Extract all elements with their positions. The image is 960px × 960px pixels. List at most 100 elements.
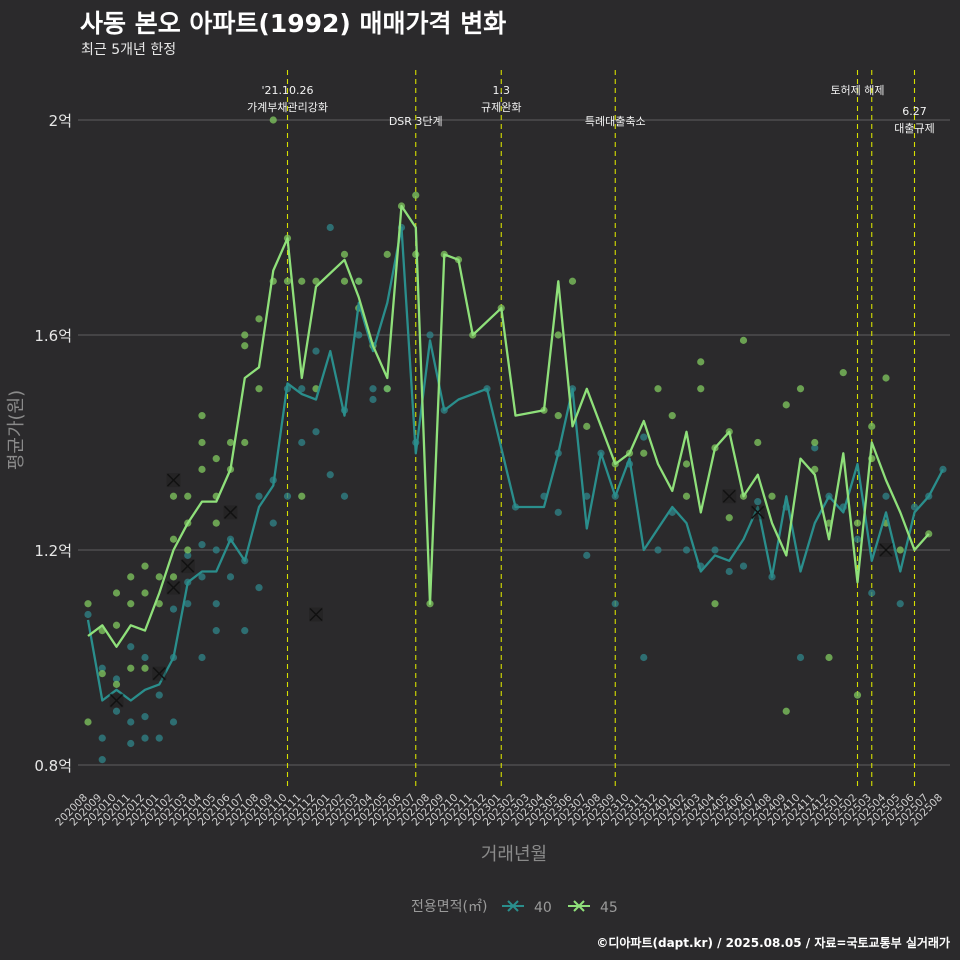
data-point-40 bbox=[198, 541, 206, 549]
event-label: 규제완화 bbox=[481, 101, 521, 114]
data-point-45 bbox=[682, 460, 691, 468]
x-marker-stroke bbox=[722, 489, 736, 503]
data-point-40 bbox=[198, 653, 206, 662]
legend-title: 전용면적(㎡) bbox=[411, 899, 487, 915]
data-point-45 bbox=[640, 449, 648, 457]
data-point-40 bbox=[155, 734, 163, 742]
data-point-40 bbox=[754, 498, 762, 506]
data-point-45 bbox=[811, 438, 819, 447]
data-point-40 bbox=[554, 508, 562, 516]
data-point-45 bbox=[127, 664, 135, 672]
data-point-45 bbox=[825, 653, 833, 662]
data-point-45 bbox=[340, 250, 349, 258]
data-point-40 bbox=[896, 600, 904, 608]
data-point-45 bbox=[839, 369, 847, 377]
x-marker-45 bbox=[180, 559, 195, 574]
data-point-45 bbox=[269, 116, 277, 124]
legend-swatch-x-45 bbox=[573, 900, 585, 912]
data-point-40 bbox=[882, 492, 890, 500]
data-point-45 bbox=[340, 277, 349, 285]
data-point-45 bbox=[412, 191, 420, 199]
data-point-40 bbox=[811, 444, 819, 452]
legend-label-40: 40 bbox=[534, 900, 552, 916]
data-point-45 bbox=[583, 422, 591, 430]
y-tick-label: 0.8억 bbox=[34, 757, 72, 775]
data-point-40 bbox=[355, 331, 363, 339]
x-marker-stroke bbox=[152, 667, 166, 681]
data-point-40 bbox=[640, 433, 648, 441]
data-point-40 bbox=[312, 347, 320, 355]
x-marker-45 bbox=[879, 543, 893, 557]
x-marker-45 bbox=[166, 473, 181, 488]
data-point-45 bbox=[711, 600, 719, 608]
x-axis-title: 거래년월 bbox=[481, 844, 547, 865]
data-point-40 bbox=[583, 492, 591, 500]
data-point-40 bbox=[84, 610, 92, 619]
data-point-45 bbox=[198, 465, 206, 473]
data-point-40 bbox=[640, 653, 648, 662]
data-point-40 bbox=[127, 739, 135, 748]
data-point-45 bbox=[896, 546, 904, 554]
y-tick-label: 1.6억 bbox=[34, 327, 72, 345]
data-point-45 bbox=[98, 670, 106, 678]
data-point-40 bbox=[654, 546, 662, 554]
data-point-45 bbox=[112, 621, 121, 629]
data-point-45 bbox=[868, 422, 876, 430]
data-point-45 bbox=[255, 315, 263, 323]
data-point-40 bbox=[112, 675, 121, 683]
data-point-40 bbox=[725, 567, 733, 576]
data-point-45 bbox=[212, 519, 220, 527]
data-point-45 bbox=[283, 277, 292, 285]
data-point-40 bbox=[212, 546, 220, 554]
event-label: '21.10.26 bbox=[261, 84, 313, 97]
data-point-45 bbox=[383, 250, 391, 258]
y-tick-label: 1.2억 bbox=[34, 542, 72, 560]
data-point-40 bbox=[169, 605, 178, 613]
data-point-45 bbox=[882, 374, 890, 382]
data-point-45 bbox=[212, 455, 220, 463]
data-point-45 bbox=[355, 277, 363, 285]
legend-label-45: 45 bbox=[600, 900, 618, 916]
data-point-45 bbox=[169, 535, 178, 543]
data-point-40 bbox=[198, 573, 206, 581]
data-point-45 bbox=[241, 438, 249, 447]
data-point-40 bbox=[112, 707, 121, 715]
y-axis-title: 평균가(원) bbox=[6, 390, 27, 470]
data-point-45 bbox=[241, 342, 249, 350]
chart-subtitle: 최근 5개년 한정 bbox=[81, 42, 177, 58]
data-point-40 bbox=[212, 627, 220, 635]
data-point-40 bbox=[853, 535, 862, 543]
data-point-45 bbox=[84, 718, 92, 726]
x-marker-stroke bbox=[309, 607, 323, 622]
data-point-45 bbox=[127, 573, 135, 581]
data-point-45 bbox=[141, 562, 149, 570]
data-point-40 bbox=[283, 492, 292, 500]
data-point-40 bbox=[682, 546, 691, 554]
data-point-45 bbox=[754, 438, 762, 447]
x-marker-stroke bbox=[751, 505, 765, 519]
chart-title: 사동 본오 아파트(1992) 매매가격 변화 bbox=[80, 9, 507, 38]
data-point-40 bbox=[611, 600, 619, 608]
data-point-40 bbox=[369, 395, 377, 404]
data-point-45 bbox=[226, 438, 235, 447]
data-point-45 bbox=[298, 492, 306, 500]
data-point-40 bbox=[255, 584, 263, 592]
data-point-45 bbox=[782, 401, 790, 409]
data-point-40 bbox=[312, 428, 320, 436]
data-point-45 bbox=[169, 492, 178, 500]
x-marker-45 bbox=[152, 666, 167, 681]
data-point-40 bbox=[98, 664, 106, 672]
x-marker-stroke bbox=[166, 473, 181, 487]
data-point-45 bbox=[184, 492, 192, 500]
event-label: 특례대출축소 bbox=[585, 115, 646, 128]
x-marker-stroke bbox=[181, 559, 195, 573]
data-point-45 bbox=[141, 664, 149, 672]
x-marker-40 bbox=[722, 489, 737, 504]
data-point-40 bbox=[796, 653, 805, 662]
data-point-45 bbox=[112, 589, 121, 597]
data-point-40 bbox=[269, 519, 277, 527]
x-marker-40 bbox=[223, 505, 238, 520]
data-point-40 bbox=[426, 331, 434, 339]
